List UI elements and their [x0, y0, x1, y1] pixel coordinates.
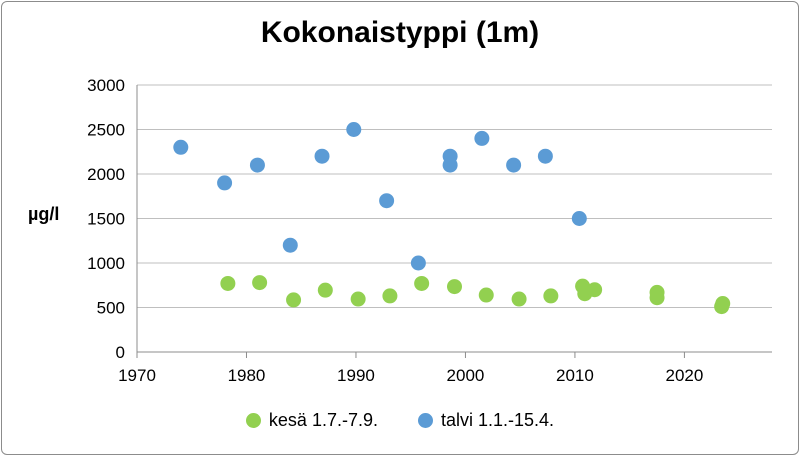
x-tick-label: 1990 [337, 366, 375, 385]
legend-item-summer: kesä 1.7.-7.9. [245, 410, 378, 431]
data-point-winter [217, 175, 233, 191]
y-tick-label: 1500 [87, 210, 125, 229]
data-point-summer [447, 279, 462, 295]
data-point-winter [410, 255, 426, 271]
data-point-winter [474, 130, 490, 146]
legend-label-summer: kesä 1.7.-7.9. [268, 410, 378, 430]
data-point-winter [282, 237, 298, 253]
data-point-summer [252, 275, 268, 291]
x-tick-label: 2000 [447, 366, 485, 385]
data-point-winter [379, 193, 395, 209]
data-point-winter [346, 122, 362, 137]
data-point-summer [286, 292, 302, 308]
y-tick-label: 500 [97, 299, 125, 318]
y-tick-label: 0 [116, 343, 125, 362]
x-tick-label: 1970 [118, 366, 156, 385]
legend-marker-summer [245, 413, 261, 428]
data-point-winter [249, 157, 265, 173]
legend-marker-winter [418, 413, 433, 428]
x-tick-label: 2010 [556, 366, 594, 385]
y-tick-label: 3000 [87, 76, 125, 95]
y-tick-label: 2000 [87, 165, 125, 184]
y-tick-label: 1000 [87, 254, 125, 273]
data-point-winter [571, 211, 587, 226]
chart-title: Kokonaistyppi (1m) [260, 16, 540, 49]
data-point-summer [220, 275, 236, 291]
legend: kesä 1.7.-7.9. talvi 1.1.-15.4. [0, 410, 800, 431]
data-point-winter [173, 139, 189, 155]
data-point-summer [511, 291, 527, 307]
data-point-summer [543, 288, 559, 304]
data-point-summer [350, 291, 366, 307]
legend-label-winter: talvi 1.1.-15.4. [441, 410, 555, 430]
data-point-summer [382, 288, 398, 304]
y-tick-label: 2500 [87, 121, 125, 140]
data-point-winter [442, 157, 458, 173]
data-point-summer [587, 282, 603, 298]
legend-item-winter: talvi 1.1.-15.4. [418, 410, 554, 431]
x-tick-label: 2020 [665, 366, 703, 385]
data-point-summer [649, 290, 665, 306]
x-tick-label: 1980 [228, 366, 266, 385]
data-point-winter [314, 148, 330, 164]
y-axis-label: µg/l [28, 204, 60, 224]
data-point-summer [414, 275, 430, 291]
data-point-summer [317, 282, 333, 298]
data-point-winter [537, 148, 553, 164]
data-point-summer [478, 287, 494, 303]
data-point-summer [714, 299, 730, 315]
data-point-winter [506, 157, 522, 173]
